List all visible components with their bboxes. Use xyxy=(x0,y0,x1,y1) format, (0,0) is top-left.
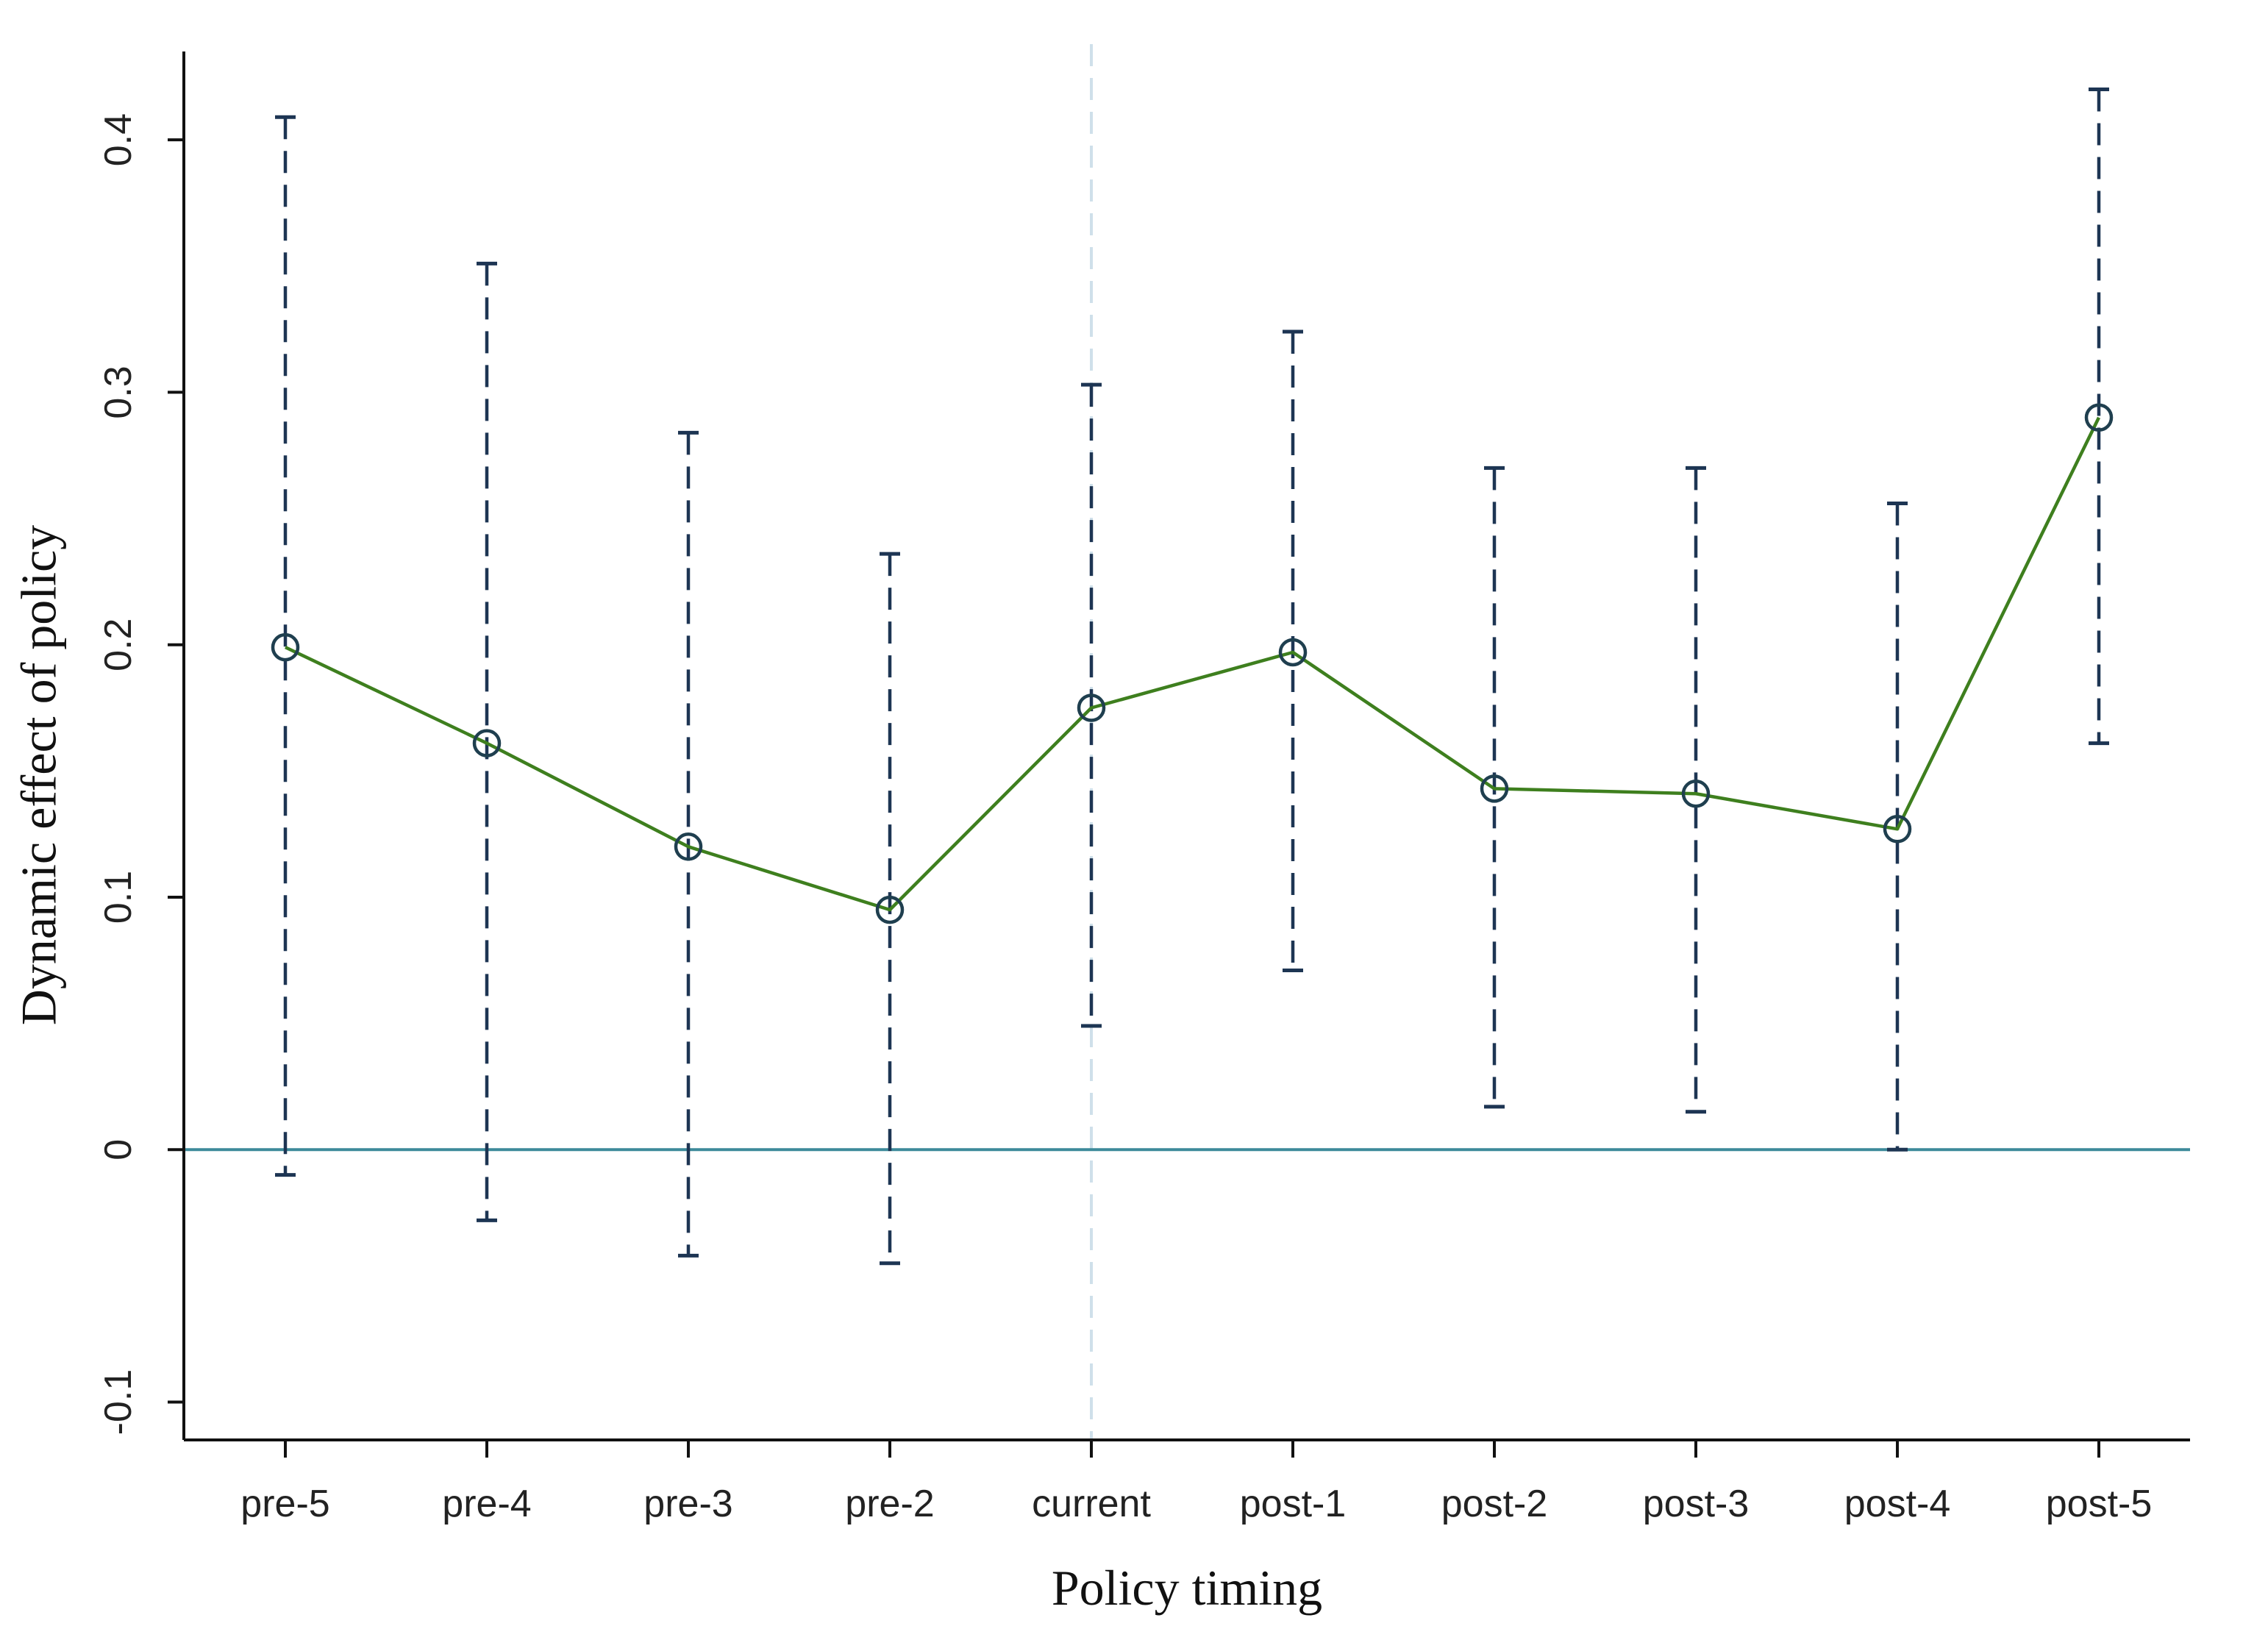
y-tick-label: 0.3 xyxy=(97,366,140,418)
axes xyxy=(182,51,2190,1441)
confidence-interval-layer xyxy=(275,87,2109,1266)
y-tick-layer: -0.1 0 0.1 0.2 0.3 0.4 xyxy=(97,113,184,1435)
data-point xyxy=(1278,638,1308,667)
y-tick-label: -0.1 xyxy=(97,1369,140,1436)
data-point xyxy=(472,729,502,757)
x-tick-label: pre-5 xyxy=(240,1483,329,1525)
y-tick-label: 0 xyxy=(97,1139,140,1160)
x-tick-label: post-4 xyxy=(1844,1483,1951,1525)
data-point xyxy=(2084,403,2114,432)
x-tick-label: pre-2 xyxy=(845,1483,934,1525)
y-axis-title: Dynamic effect of policy xyxy=(11,525,67,1025)
data-point xyxy=(1077,693,1106,722)
data-point xyxy=(1480,774,1509,803)
x-axis-title: Policy timing xyxy=(1052,1560,1322,1616)
series-line-layer xyxy=(285,416,2101,912)
point-marker-layer xyxy=(271,403,2114,924)
data-point xyxy=(875,895,905,924)
x-tick-label: post-5 xyxy=(2046,1483,2153,1525)
x-tick-layer: pre-5 pre-4 pre-3 pre-2 current post-1 post-2 p… xyxy=(240,1440,2152,1525)
x-tick-label: post-3 xyxy=(1643,1483,1750,1525)
y-tick-label: 0.4 xyxy=(97,113,140,166)
y-tick-label: 0.2 xyxy=(97,618,140,671)
data-point xyxy=(674,832,703,861)
x-tick-label: pre-4 xyxy=(442,1483,531,1525)
data-point xyxy=(1883,815,1912,844)
x-tick-label: current xyxy=(1032,1483,1151,1525)
data-point xyxy=(1681,779,1711,808)
x-tick-label: post-2 xyxy=(1441,1483,1548,1525)
data-point xyxy=(271,632,300,662)
y-tick-label: 0.1 xyxy=(97,871,140,924)
x-tick-label: pre-3 xyxy=(643,1483,732,1525)
x-tick-label: post-1 xyxy=(1240,1483,1347,1525)
series-line xyxy=(285,416,2101,912)
